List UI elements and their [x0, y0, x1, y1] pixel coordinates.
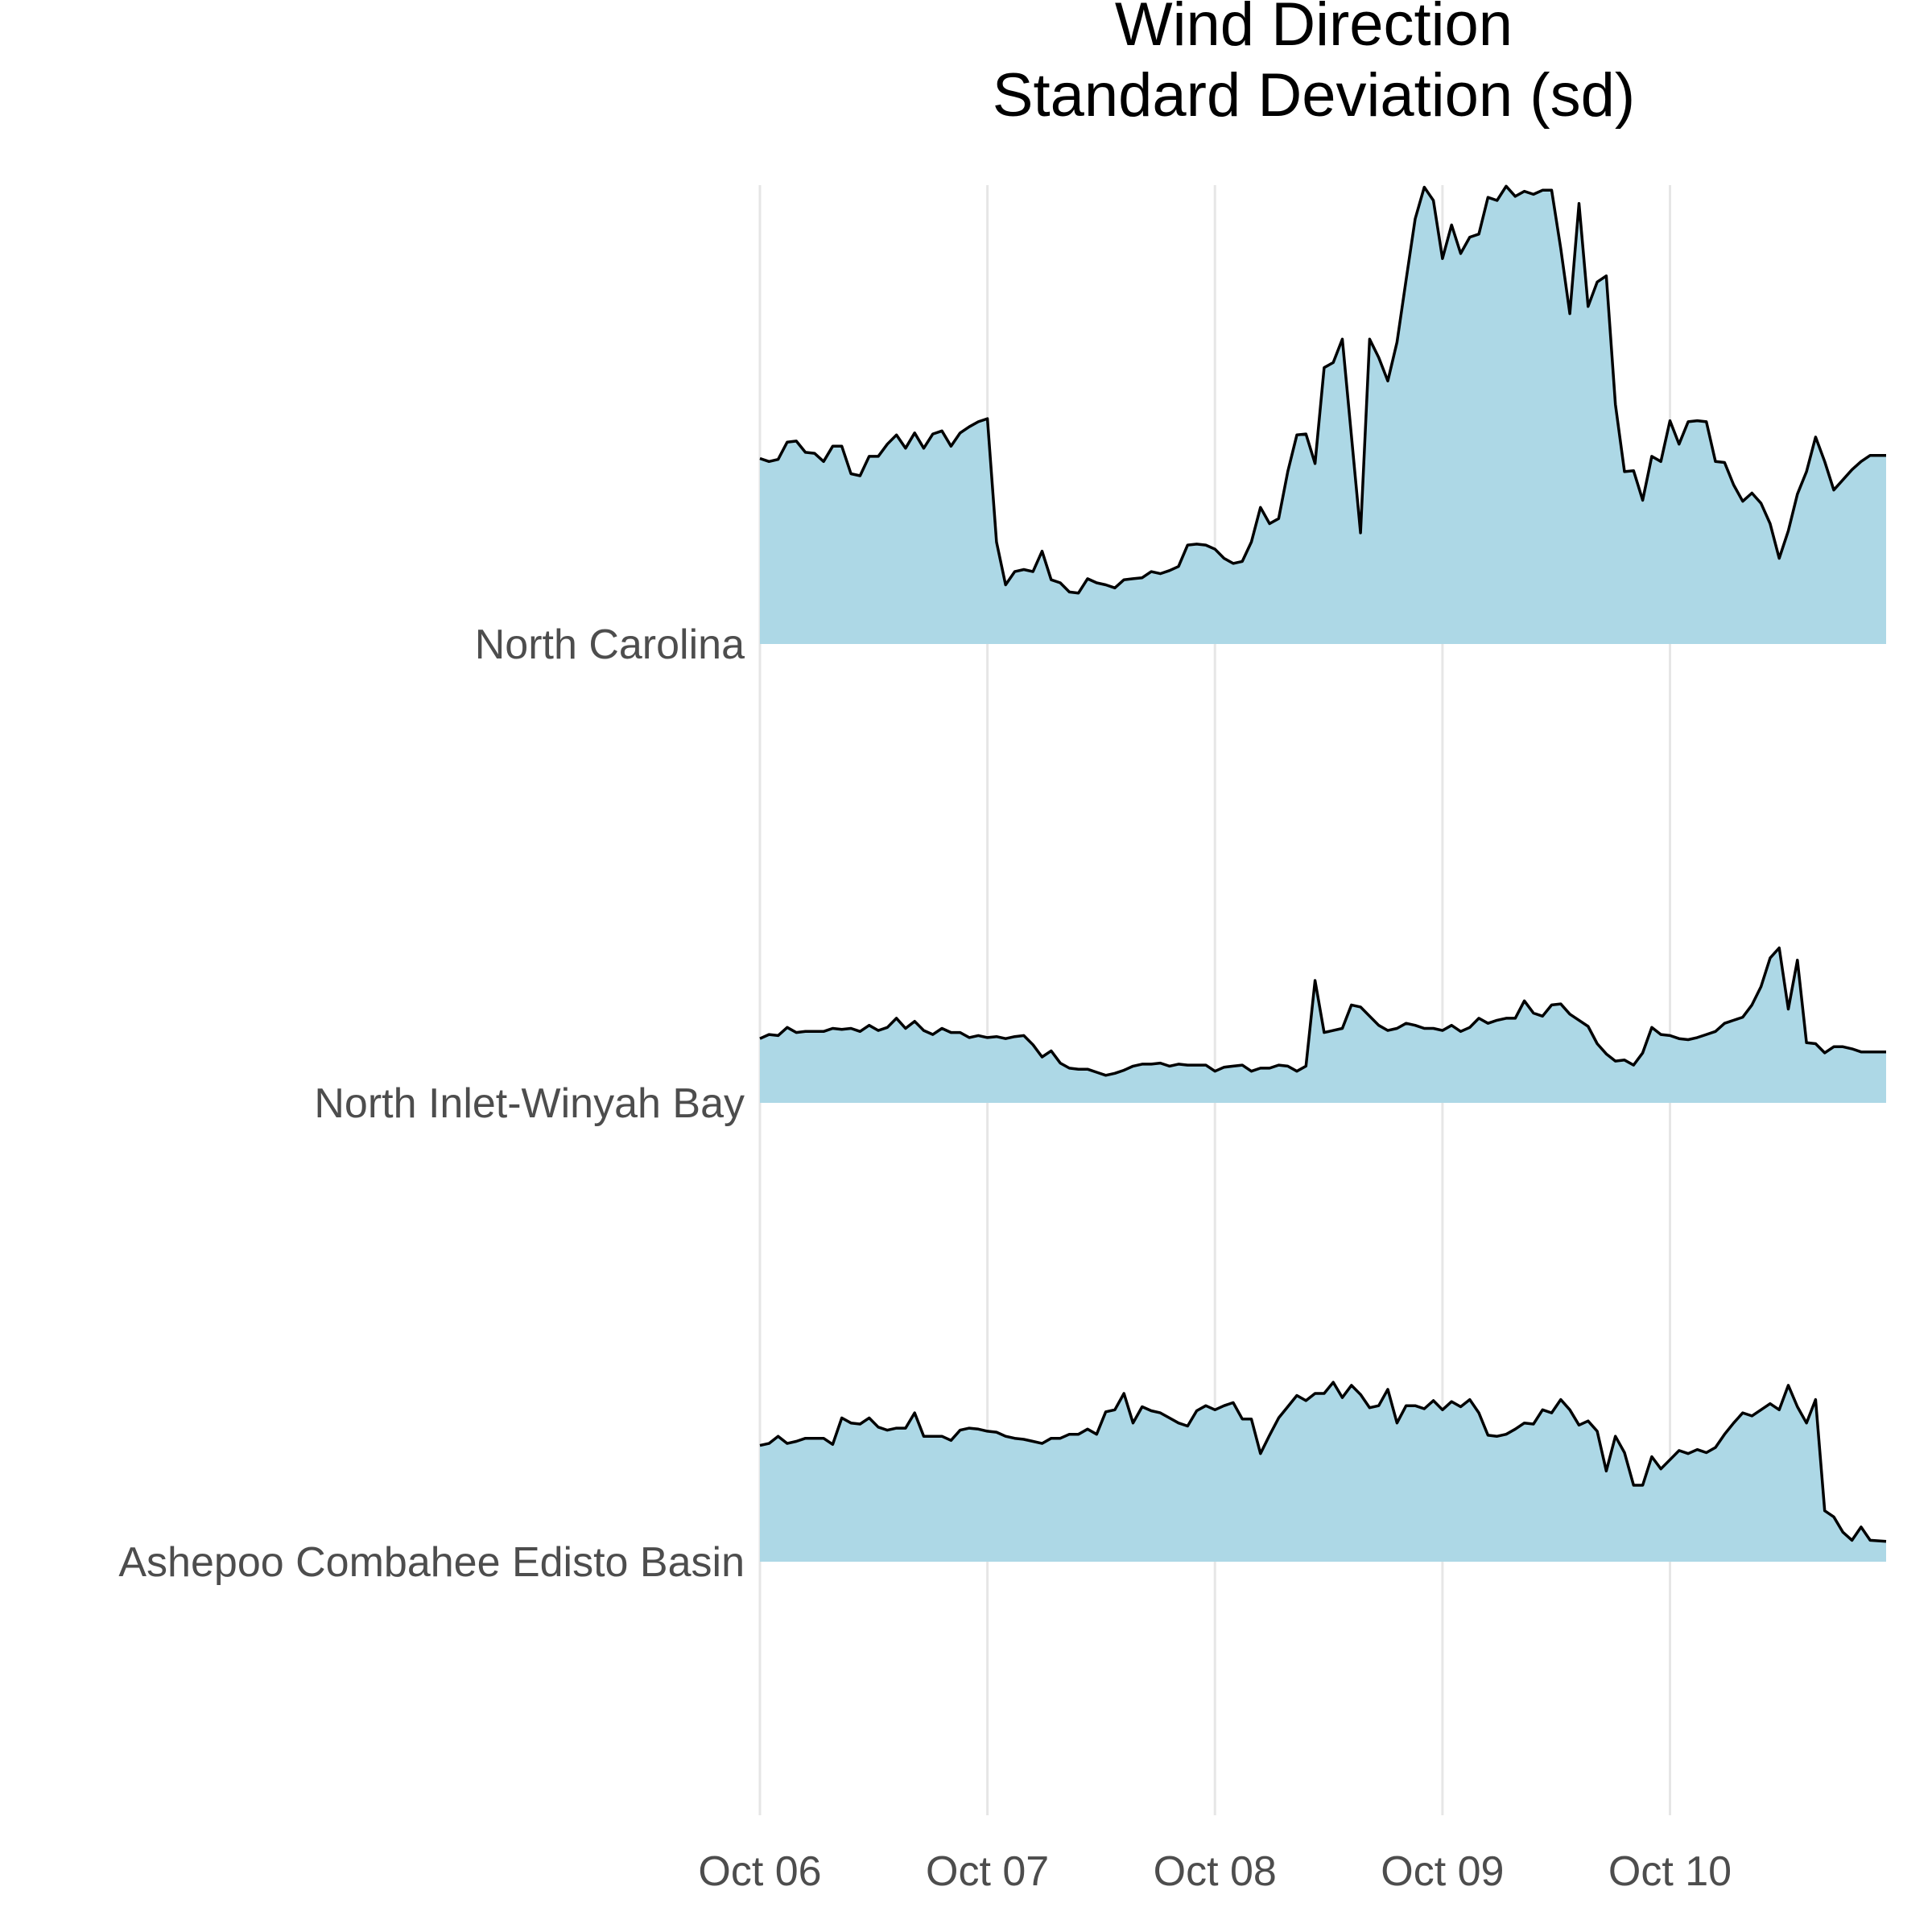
x-tick-label-3: Oct 09: [1381, 1848, 1504, 1895]
series-line-1: [759, 946, 1886, 1077]
series-label-2: Ashepoo Combahee Edisto Basin: [118, 1539, 745, 1586]
series-0: [759, 184, 1886, 645]
ridge-layer: [759, 184, 1887, 1562]
series-1: [759, 946, 1886, 1103]
series-area-1: [760, 947, 1886, 1103]
series-area-0: [760, 186, 1886, 645]
chart-title-line-1: Wind Direction: [1115, 0, 1513, 59]
series-line-0: [759, 184, 1886, 595]
series-label-0: North Carolina: [475, 621, 745, 668]
series-area-2: [760, 1382, 1886, 1562]
x-tick-label-1: Oct 07: [926, 1848, 1049, 1895]
x-tick-label-2: Oct 08: [1154, 1848, 1277, 1895]
label-layer: North Carolina North Inlet-Winyah Bay Ashe…: [118, 621, 745, 1586]
series-line-2: [759, 1381, 1887, 1543]
series-label-1: North Inlet-Winyah Bay: [314, 1080, 745, 1127]
series-2: [759, 1381, 1887, 1562]
x-tick-label-0: Oct 06: [698, 1848, 821, 1895]
chart-title-line-2: Standard Deviation (sd): [993, 61, 1635, 130]
x-tick-label-4: Oct 10: [1608, 1848, 1732, 1895]
tick-layer: Oct 06 Oct 07 Oct 08 Oct 09 Oct 10: [698, 1848, 1732, 1895]
